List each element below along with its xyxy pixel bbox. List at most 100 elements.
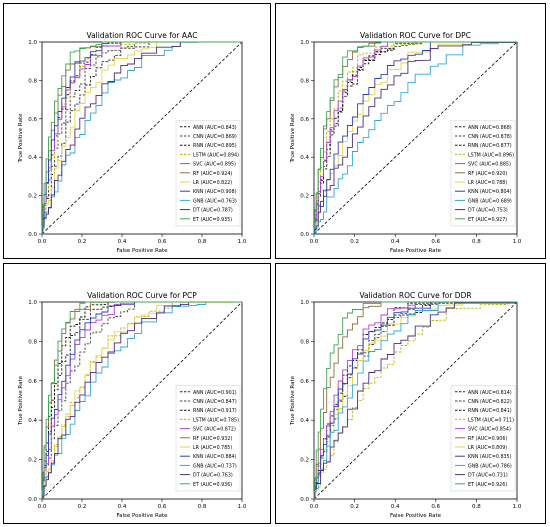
y-tick-label: 0.6 [28, 379, 37, 385]
roc-line-ann [41, 41, 242, 234]
legend-entry: LR (AUC=0.809) [468, 445, 507, 451]
y-tick-label: 1.0 [28, 300, 37, 306]
y-tick-label: 0.2 [28, 194, 37, 200]
legend-entry: RF (AUC=0.932) [193, 436, 232, 442]
x-tick-label: 0.6 [158, 504, 167, 510]
legend-entry: DT (AUC=0.787) [193, 208, 233, 214]
legend-entry: RNN (AUC=0.917) [193, 408, 237, 414]
x-tick-label: 0.4 [391, 504, 400, 510]
chart-title: Validation ROC Curve for AAC [87, 31, 198, 40]
y-tick-label: 0.8 [28, 339, 37, 345]
roc-panel-dpc: Validation ROC Curve for DPC 0.0 0.2 0.4 0.6… [275, 3, 546, 259]
legend-entry: KNN (AUC=0.884) [193, 454, 237, 460]
legend-entry: ANN (AUC=0.843) [193, 125, 237, 131]
legend-entry: LSTM (AUC=0.711) [468, 417, 514, 423]
roc-line-et [313, 41, 517, 234]
x-tick-label: 0.8 [472, 239, 481, 245]
y-tick-label: 0.0 [28, 497, 37, 503]
legend-entry: ET (AUC=0.926) [468, 482, 507, 488]
legend-entry: LR (AUC=0.788) [468, 180, 507, 186]
legend-entry: KNN (AUC=0.908) [193, 189, 237, 195]
x-tick-label: 0.4 [391, 239, 400, 245]
legend-entry: ANN (AUC=0.901) [193, 390, 237, 396]
x-tick-label: 0.2 [350, 504, 359, 510]
legend-entry: GNB (AUC=0.689) [468, 198, 512, 204]
y-tick-label: 0.6 [300, 379, 309, 385]
x-tick-label: 0.6 [431, 504, 440, 510]
legend-entry: RF (AUC=0.924) [193, 171, 232, 177]
legend-entry: GNB (AUC=0.737) [193, 463, 237, 469]
chart-title: Validation ROC Curve for DPC [360, 31, 471, 40]
legend-entry: SVC (AUC=0.885) [468, 162, 511, 168]
legend-entry: SVC (AUC=0.854) [468, 427, 511, 433]
roc-line-lstm [41, 301, 242, 499]
x-tick-label: 0.4 [118, 239, 127, 245]
x-tick-label: 0.8 [472, 504, 481, 510]
legend-entry: RNN (AUC=0.877) [468, 143, 512, 149]
roc-line-dt [41, 301, 242, 499]
x-tick-label: 0.0 [38, 504, 47, 510]
legend-entry: DT (AUC=0.731) [468, 473, 508, 479]
roc-line-et [41, 41, 242, 234]
legend-entry: DT (AUC=0.763) [193, 473, 233, 479]
chance-diagonal-line [41, 41, 243, 235]
roc-line-et [313, 301, 517, 499]
roc-chart-svg: Validation ROC Curve for DPC 0.0 0.2 0.4 0.6… [290, 31, 522, 254]
y-tick-label: 0.6 [300, 117, 309, 123]
y-tick-label: 0.0 [300, 232, 309, 238]
roc-line-cnn [41, 41, 242, 234]
x-tick-label: 0.2 [78, 504, 87, 510]
legend-entry: RF (AUC=0.906) [468, 436, 507, 442]
y-tick-label: 0.4 [300, 155, 309, 161]
x-tick-label: 1.0 [513, 504, 522, 510]
roc-line-ann [313, 301, 517, 499]
legend-entry: CNN (AUC=0.822) [468, 399, 512, 405]
legend-entry: ANN (AUC=0.868) [468, 125, 512, 131]
legend-entry: ET (AUC=0.935) [193, 217, 232, 223]
legend-box [450, 120, 516, 227]
y-tick-label: 1.0 [300, 40, 309, 46]
legend-entry: ET (AUC=0.927) [468, 217, 507, 223]
roc-line-dt [313, 42, 518, 235]
legend-entry: CNN (AUC=0.869) [193, 134, 237, 140]
x-tick-label: 0.2 [350, 239, 359, 245]
legend-box [175, 120, 241, 227]
y-tick-label: 1.0 [28, 40, 37, 46]
y-tick-label: 0.8 [300, 339, 309, 345]
legend-entry: SVC (AUC=0.872) [193, 427, 236, 433]
legend-box [175, 385, 241, 492]
x-tick-label: 1.0 [513, 239, 522, 245]
y-tick-label: 0.8 [300, 78, 309, 84]
x-axis-label: False Positive Rate [390, 248, 442, 254]
legend-entry: ET (AUC=0.936) [193, 482, 232, 488]
y-tick-label: 0.0 [300, 497, 309, 503]
y-axis-label: True Positive Rate [18, 113, 24, 164]
y-axis-label: True Positive Rate [290, 375, 296, 426]
y-tick-label: 0.8 [28, 78, 37, 84]
x-tick-label: 0.0 [310, 504, 319, 510]
y-tick-label: 0.2 [28, 458, 37, 464]
legend-entry: LR (AUC=0.822) [193, 180, 232, 186]
roc-line-et [41, 301, 242, 499]
x-tick-label: 0.6 [158, 239, 167, 245]
x-tick-label: 0.8 [198, 504, 207, 510]
roc-chart-svg: Validation ROC Curve for DDR 0.0 0.2 0.4 0.6… [290, 291, 522, 519]
y-tick-label: 0.2 [300, 458, 309, 464]
legend-entry: KNN (AUC=0.835) [468, 454, 512, 460]
x-axis-label: False Positive Rate [116, 248, 168, 254]
legend-entry: CNN (AUC=0.847) [193, 399, 237, 405]
x-tick-label: 0.0 [310, 239, 319, 245]
y-axis-label: True Positive Rate [18, 375, 24, 426]
roc-chart-svg: Validation ROC Curve for AAC 0.0 0.2 0.4 0.6… [18, 31, 247, 254]
y-tick-label: 0.0 [28, 232, 37, 238]
x-tick-label: 1.0 [238, 504, 247, 510]
roc-line-rnn [41, 301, 242, 499]
x-axis-label: False Positive Rate [390, 513, 442, 519]
roc-line-lr [313, 301, 517, 499]
legend-entry: RNN (AUC=0.841) [468, 408, 512, 414]
legend-box [450, 385, 516, 492]
y-tick-label: 0.4 [28, 418, 37, 424]
roc-line-lstm [313, 301, 517, 500]
x-tick-label: 0.0 [38, 239, 47, 245]
legend-entry: LR (AUC=0.785) [193, 445, 232, 451]
